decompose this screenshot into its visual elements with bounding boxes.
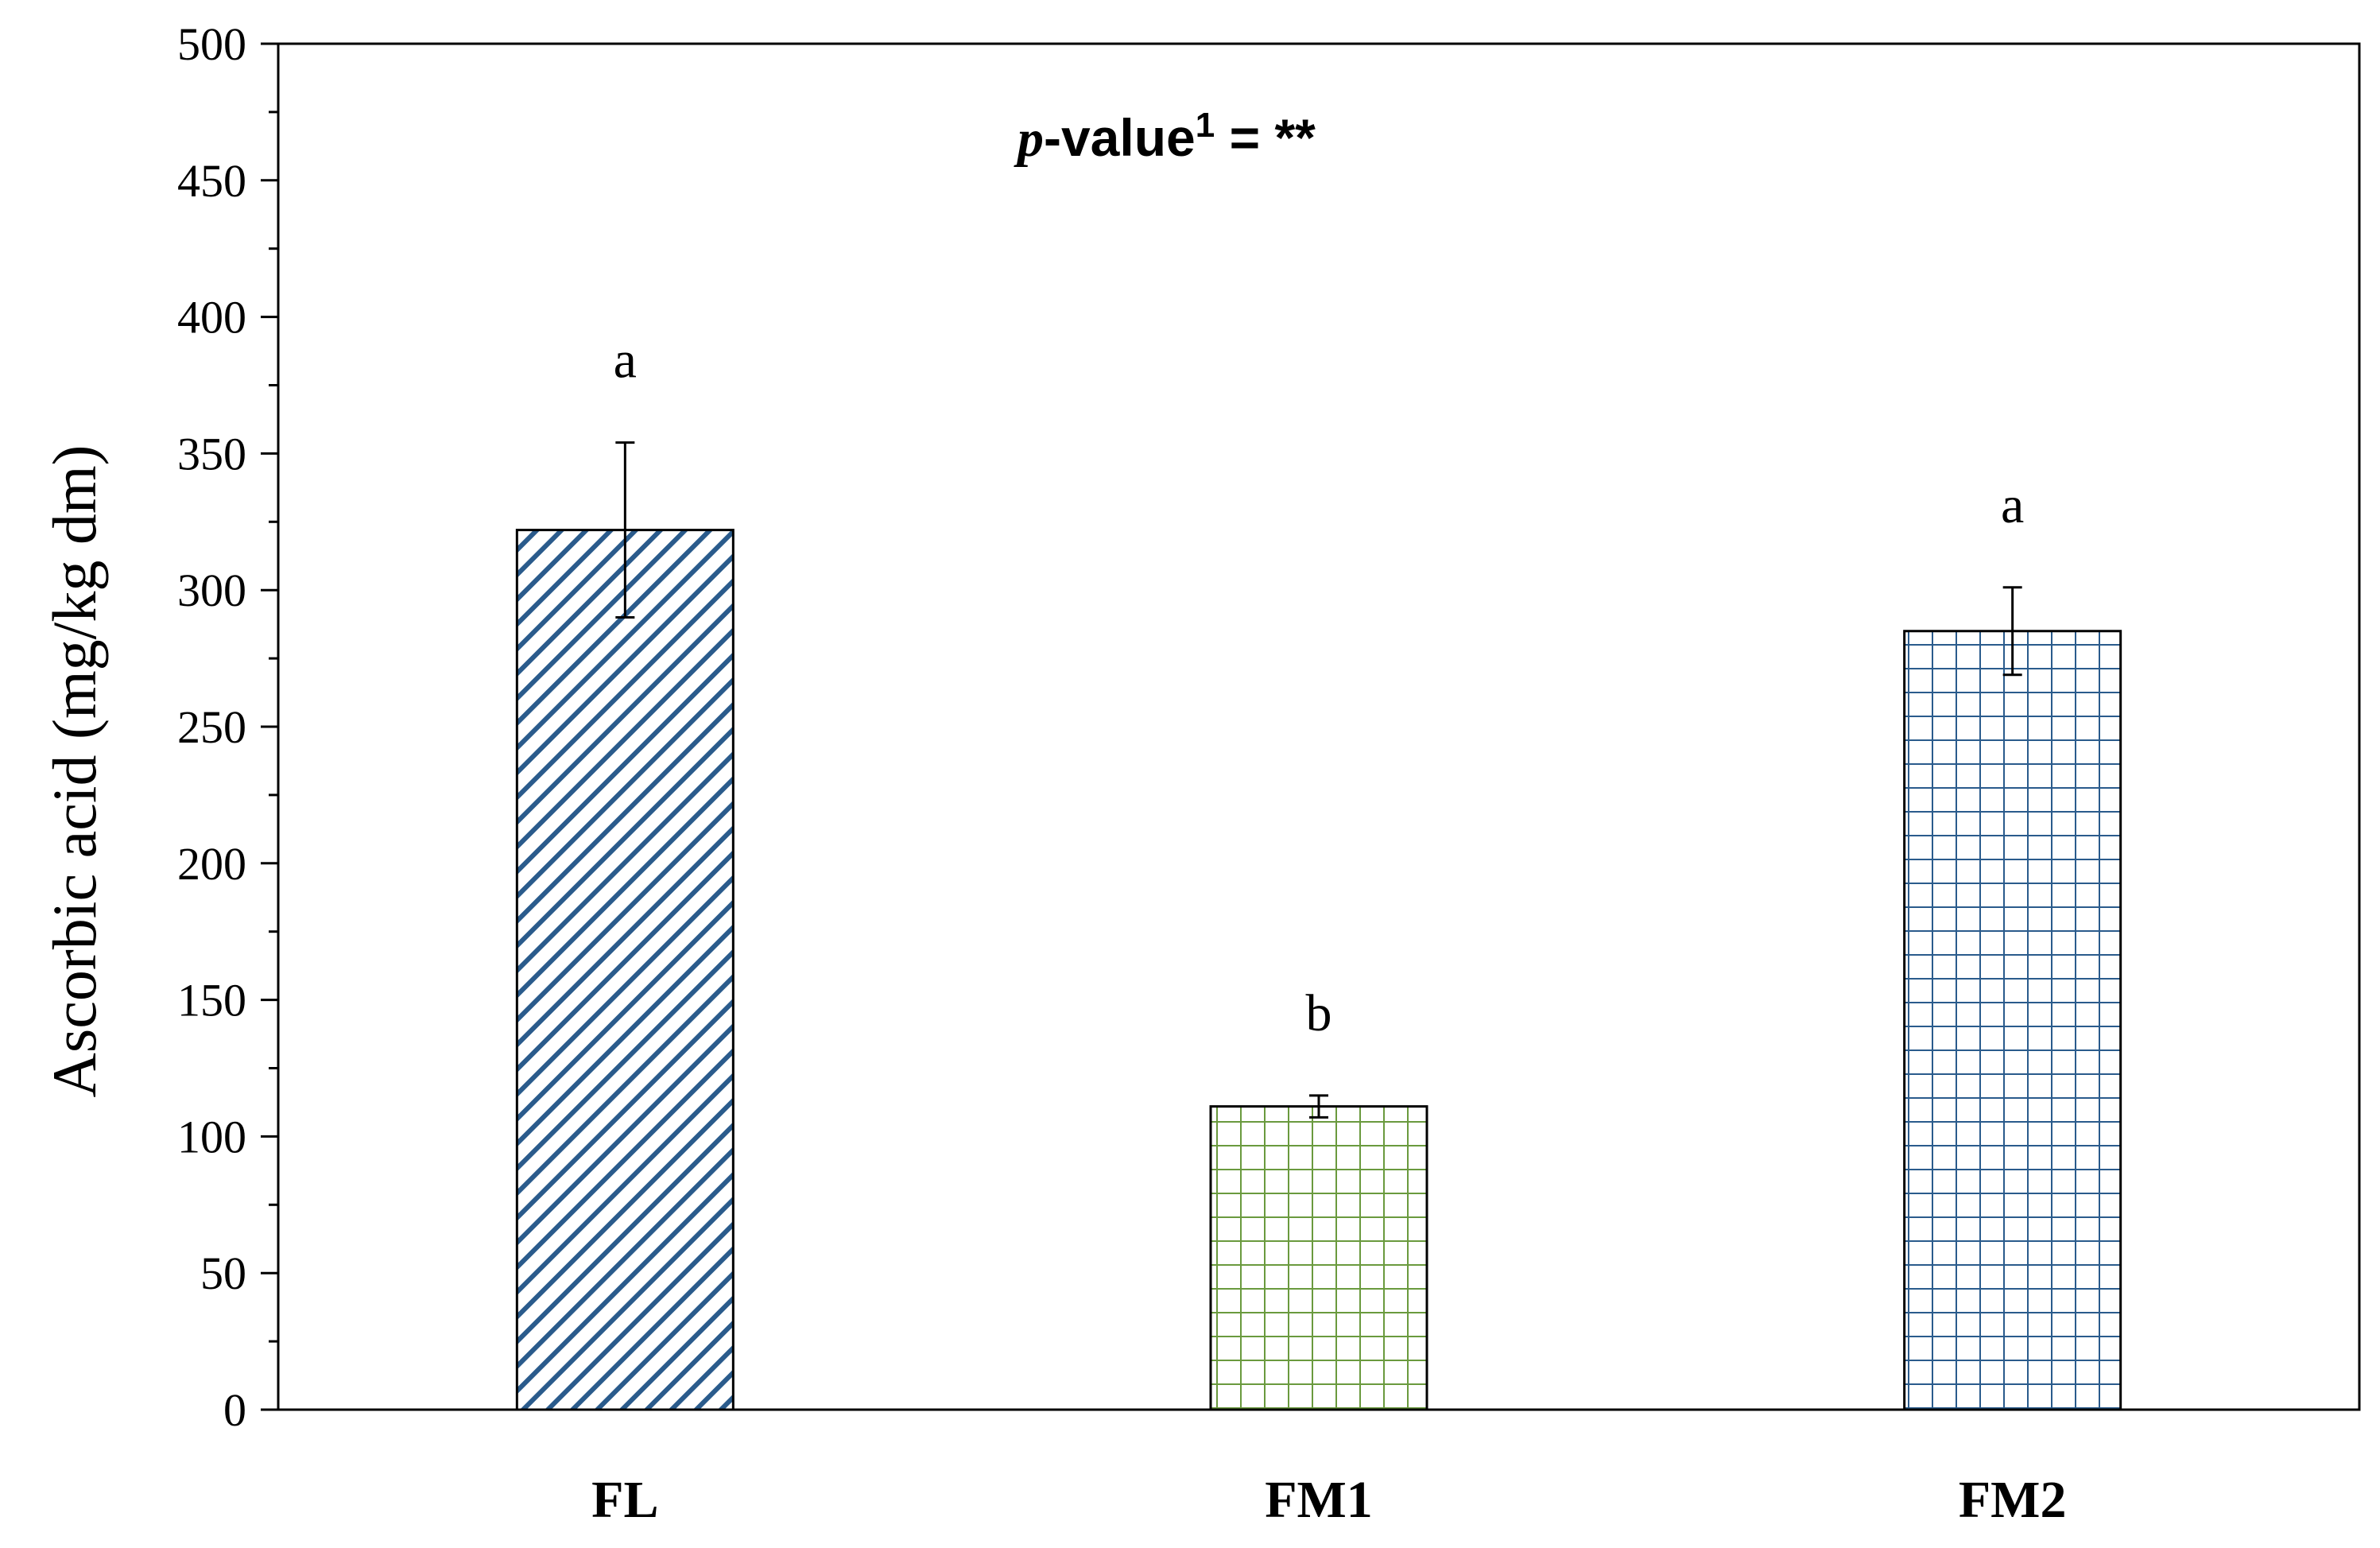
bars: a b a [515, 332, 2122, 1411]
p-symbol: p [1014, 110, 1044, 168]
y-tick-label: 450 [177, 155, 246, 207]
category-labels: FL FM1 FM2 [591, 1471, 2066, 1529]
y-axis-label: Ascorbic acid (mg/kg dm) [40, 445, 109, 1098]
y-tick-label: 0 [223, 1384, 246, 1436]
y-tick-label: 150 [177, 975, 246, 1026]
significance-letter-fm2: a [2001, 476, 2024, 534]
significance-letter-fm1: b [1306, 984, 1332, 1042]
y-tick-label: 250 [177, 701, 246, 753]
bar-fl [515, 529, 735, 1411]
bar-fm1 [1209, 1105, 1428, 1411]
y-tick-label: 100 [177, 1111, 246, 1162]
p-value-annotation: p-value1 = ** [1014, 106, 1316, 168]
y-tick-label: 500 [177, 18, 246, 70]
y-tick-label: 400 [177, 292, 246, 343]
bar-fm2 [1903, 630, 2122, 1411]
significance-stars: = ** [1215, 108, 1316, 167]
y-tick-label: 50 [200, 1247, 246, 1299]
x-tick-label-fm1: FM1 [1265, 1471, 1373, 1529]
x-tick-label-fm2: FM2 [1959, 1471, 2067, 1529]
superscript-one: 1 [1196, 106, 1215, 145]
y-axis: 0 50 100 150 200 250 300 350 400 450 500 [177, 18, 278, 1436]
y-tick-label: 350 [177, 428, 246, 479]
y-tick-label: 200 [177, 838, 246, 890]
value-text: -value [1044, 108, 1196, 167]
y-tick-label: 300 [177, 564, 246, 616]
x-tick-label-fl: FL [591, 1471, 658, 1529]
significance-letter-fl: a [614, 332, 637, 390]
